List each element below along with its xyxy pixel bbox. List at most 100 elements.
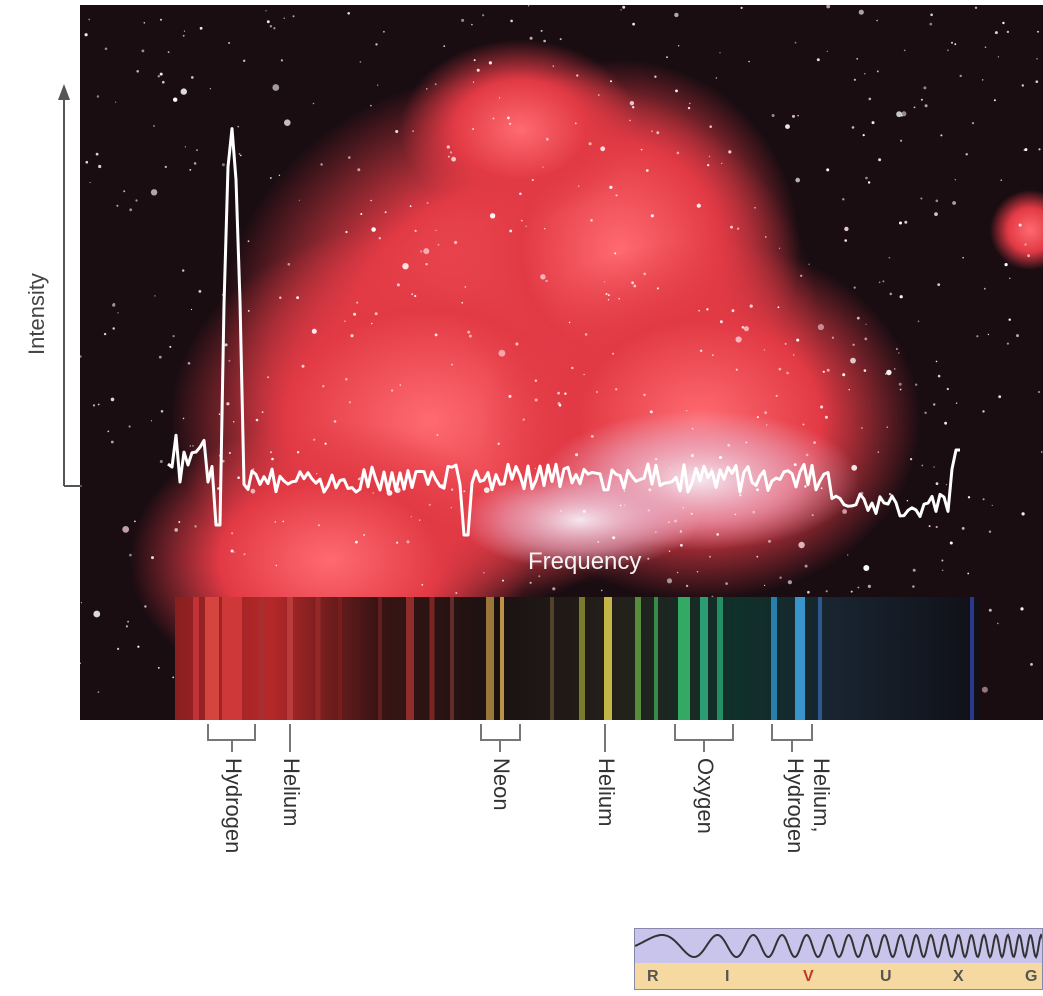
emission-line — [604, 597, 612, 720]
star — [842, 198, 845, 201]
emission-line — [486, 597, 494, 720]
star — [967, 572, 970, 575]
star — [353, 312, 357, 316]
star — [370, 199, 372, 202]
star — [233, 421, 235, 423]
star — [706, 308, 709, 311]
star — [103, 332, 107, 336]
star — [844, 226, 849, 232]
star — [127, 620, 129, 623]
wavelength-band-indicator: R I V U X G — [634, 928, 1043, 990]
star — [370, 104, 372, 107]
star — [93, 610, 101, 618]
star — [116, 204, 119, 207]
star — [1037, 390, 1041, 394]
star — [895, 348, 898, 350]
star — [468, 334, 472, 338]
star — [847, 554, 849, 556]
band-x: X — [953, 968, 964, 985]
star — [994, 31, 998, 35]
star — [612, 536, 616, 540]
star — [912, 585, 915, 588]
star — [395, 130, 399, 133]
star — [502, 579, 504, 582]
star — [888, 256, 891, 259]
star — [913, 106, 916, 109]
star — [455, 592, 458, 594]
star — [655, 458, 658, 461]
star — [509, 229, 513, 233]
star — [708, 155, 711, 158]
star — [412, 130, 414, 132]
star — [509, 122, 512, 125]
star — [886, 426, 889, 429]
star — [279, 296, 282, 299]
star — [80, 662, 81, 665]
star — [699, 349, 703, 353]
star — [255, 418, 259, 422]
star — [435, 229, 437, 231]
star — [519, 192, 522, 196]
star — [842, 373, 846, 377]
emission-line — [635, 597, 641, 720]
star — [842, 509, 847, 514]
star — [527, 5, 530, 7]
star — [728, 150, 732, 154]
star — [824, 415, 828, 419]
star — [655, 531, 657, 533]
star — [643, 393, 646, 397]
star — [218, 413, 221, 416]
star — [851, 126, 855, 129]
star — [534, 467, 536, 470]
star — [674, 519, 677, 523]
star — [450, 507, 452, 509]
star — [867, 181, 871, 184]
star — [764, 411, 767, 415]
star — [265, 10, 267, 12]
star — [946, 387, 949, 391]
star — [169, 345, 172, 348]
star — [848, 389, 850, 391]
star — [243, 59, 246, 62]
star — [596, 391, 598, 393]
intensity-axis-label: Intensity — [24, 273, 49, 355]
star — [123, 190, 126, 193]
star — [498, 349, 506, 357]
star — [359, 61, 362, 63]
star — [676, 151, 680, 155]
star — [752, 510, 756, 514]
band-r: R — [647, 968, 659, 985]
star — [719, 52, 721, 54]
star — [935, 525, 938, 529]
star — [597, 541, 600, 543]
wave-graphic — [635, 929, 1042, 963]
star — [598, 94, 600, 96]
star — [98, 164, 102, 169]
star — [915, 383, 918, 386]
star — [680, 543, 683, 547]
star — [863, 369, 867, 372]
star — [584, 333, 588, 336]
star — [419, 519, 421, 521]
star — [240, 154, 242, 157]
star — [668, 550, 671, 552]
star — [862, 134, 865, 137]
star — [525, 225, 527, 227]
star — [811, 514, 814, 517]
star — [135, 199, 138, 202]
star — [899, 388, 902, 391]
star — [850, 590, 853, 593]
star — [920, 197, 923, 200]
star — [348, 401, 351, 404]
star — [529, 581, 532, 584]
star — [499, 97, 501, 99]
star — [937, 374, 941, 378]
star — [731, 309, 735, 313]
star — [826, 168, 830, 172]
star — [756, 555, 759, 558]
star — [187, 362, 191, 365]
star — [784, 342, 787, 345]
star — [184, 146, 187, 148]
star — [443, 45, 446, 47]
